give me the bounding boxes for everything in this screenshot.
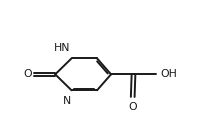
Text: OH: OH	[160, 69, 177, 79]
Text: HN: HN	[54, 43, 71, 53]
Text: O: O	[128, 102, 137, 112]
Text: N: N	[62, 95, 71, 106]
Text: O: O	[23, 69, 32, 79]
